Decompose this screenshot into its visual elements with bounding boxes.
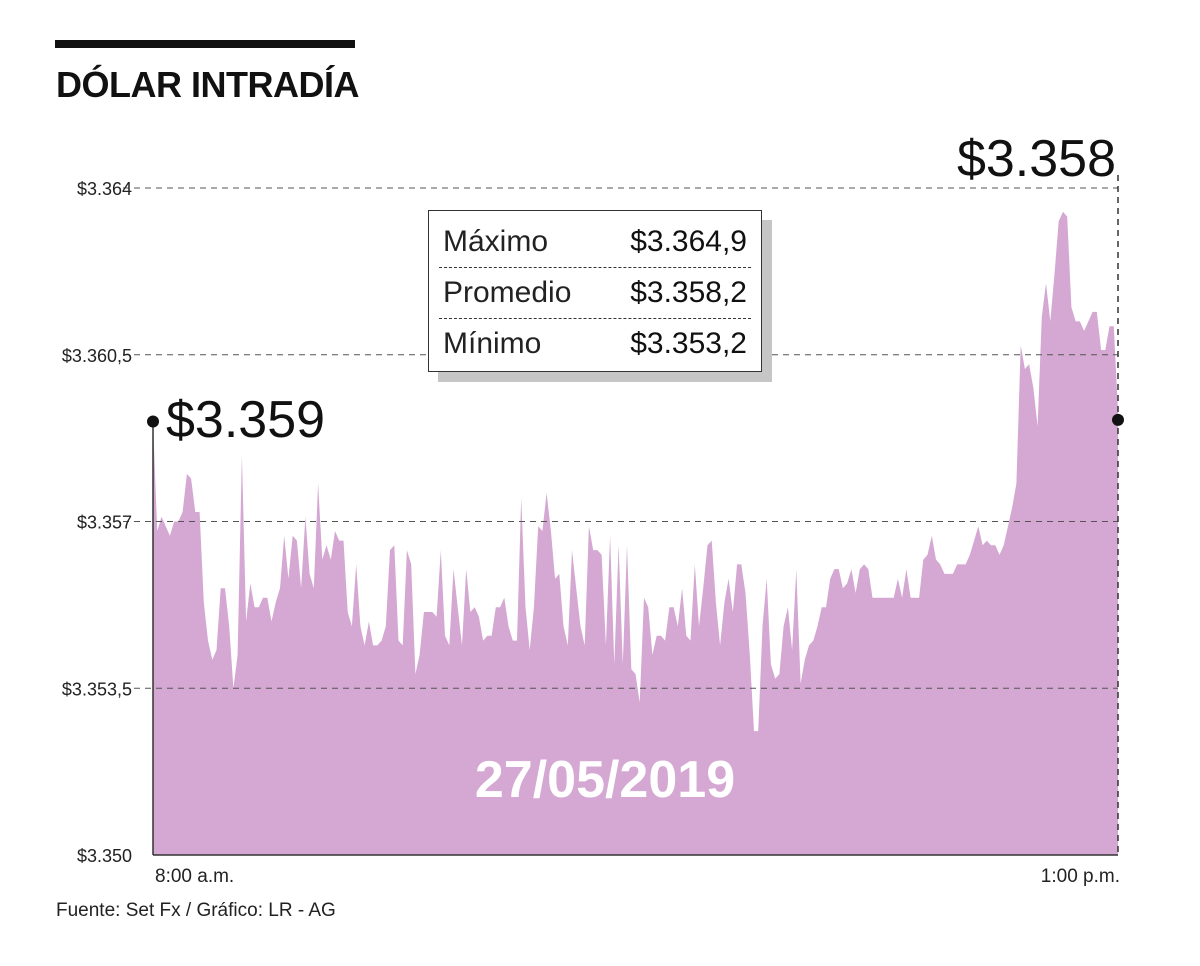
stats-row-min: Mínimo $3.353,2	[443, 319, 747, 369]
stats-row-avg: Promedio $3.358,2	[443, 268, 747, 318]
x-tick-label: 1:00 p.m.	[1041, 866, 1120, 887]
stats-label-min: Mínimo	[443, 327, 542, 360]
end-point	[1112, 413, 1124, 426]
y-tick-label: $3.364	[77, 179, 132, 199]
stats-box: Máximo $3.364,9 Promedio $3.358,2 Mínimo…	[428, 210, 762, 372]
stats-row-max: Máximo $3.364,9	[443, 217, 747, 267]
stats-value-avg: $3.358,2	[630, 276, 747, 309]
y-tick-label: $3.350	[77, 846, 132, 866]
source-note: Fuente: Set Fx / Gráfico: LR - AG	[56, 900, 336, 921]
x-tick-label: 8:00 a.m.	[155, 866, 234, 887]
start-point	[147, 415, 159, 428]
chart-title: DÓLAR INTRADÍA	[56, 64, 359, 105]
stats-value-max: $3.364,9	[630, 225, 747, 258]
end-value-label: $3.358	[957, 130, 1116, 188]
y-tick-label: $3.357	[77, 513, 132, 533]
title-rule	[55, 40, 355, 48]
date-label: 27/05/2019	[475, 751, 735, 809]
y-tick-label: $3.353,5	[62, 679, 132, 699]
stats-separator	[439, 318, 751, 319]
stats-separator	[439, 267, 751, 268]
start-value-label: $3.359	[166, 391, 325, 449]
stats-label-avg: Promedio	[443, 276, 572, 309]
stats-value-min: $3.353,2	[630, 327, 747, 360]
y-tick-label: $3.360,5	[62, 346, 132, 366]
price-area	[153, 211, 1118, 856]
stats-label-max: Máximo	[443, 225, 549, 258]
